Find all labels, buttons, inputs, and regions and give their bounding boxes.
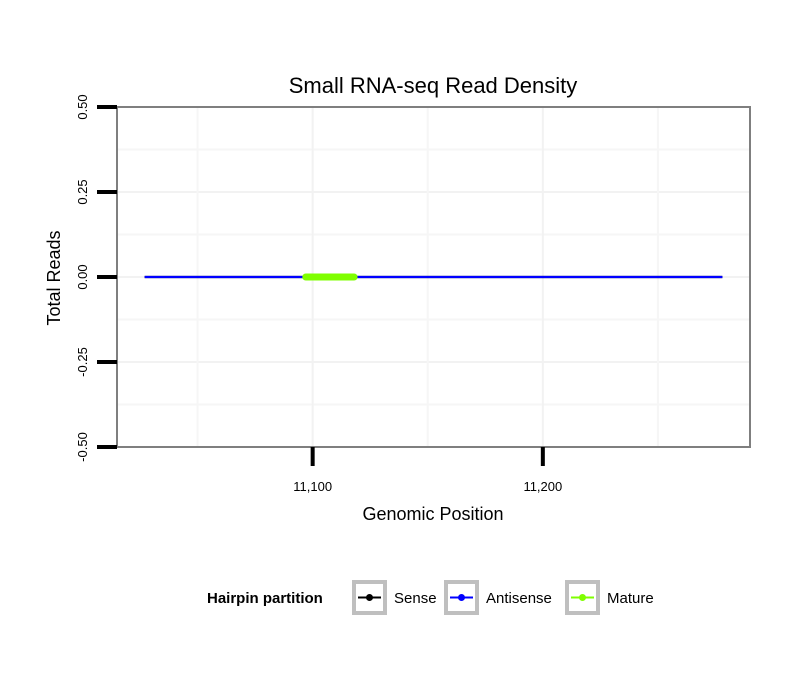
y-tick-label-3: 0.25 <box>75 179 90 204</box>
legend-label-2: Mature <box>607 590 654 607</box>
y-tick-label-4: 0.50 <box>75 94 90 119</box>
y-tick-label-0: -0.50 <box>75 432 90 462</box>
legend-key-point-0 <box>366 594 373 601</box>
legend: Hairpin partition Sense Antisense Mature <box>207 580 654 615</box>
legend-label-1: Antisense <box>486 590 552 607</box>
y-tick-label-2: 0.00 <box>75 264 90 289</box>
legend-key-point-2 <box>579 594 586 601</box>
legend-key-point-1 <box>458 594 465 601</box>
y-tick-label-1: -0.25 <box>75 347 90 377</box>
chart-title: Small RNA-seq Read Density <box>289 73 578 98</box>
mature-point-0 <box>302 273 310 281</box>
legend-label-0: Sense <box>394 590 437 607</box>
x-tick-label-1: 11,200 <box>523 479 562 494</box>
y-axis-label: Total Reads <box>44 230 64 325</box>
y-axis: -0.50 -0.25 0.00 0.25 0.50 <box>75 94 117 462</box>
mature-point-1 <box>350 273 358 281</box>
x-tick-label-0: 11,100 <box>293 479 332 494</box>
x-axis: 11,100 11,200 <box>293 447 562 494</box>
series-layer <box>144 273 723 281</box>
legend-title: Hairpin partition <box>207 590 323 607</box>
x-axis-label: Genomic Position <box>362 504 503 524</box>
